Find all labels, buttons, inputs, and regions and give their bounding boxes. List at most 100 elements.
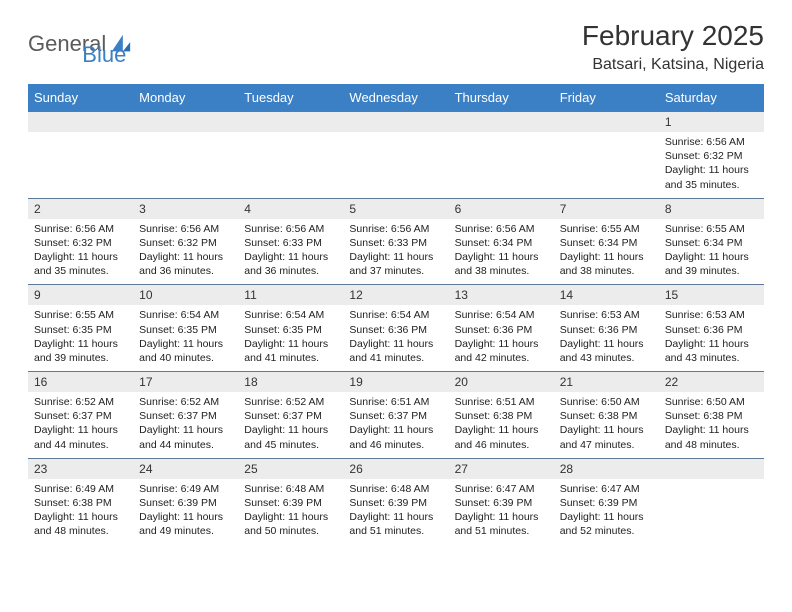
sunset-text: Sunset: 6:32 PM [34,236,127,250]
sunset-text: Sunset: 6:37 PM [139,409,232,423]
day-content: Sunrise: 6:50 AMSunset: 6:38 PMDaylight:… [554,392,659,458]
day-cell: 24Sunrise: 6:49 AMSunset: 6:39 PMDayligh… [133,458,238,544]
daylight-text: Daylight: 11 hours and 41 minutes. [349,337,442,365]
sunset-text: Sunset: 6:33 PM [244,236,337,250]
sunset-text: Sunset: 6:35 PM [244,323,337,337]
day-content [28,132,133,192]
sunrise-text: Sunrise: 6:54 AM [455,308,548,322]
date-number [238,112,343,132]
day-cell: 7Sunrise: 6:55 AMSunset: 6:34 PMDaylight… [554,198,659,285]
date-number: 5 [343,199,448,219]
day-content [659,479,764,539]
daylight-text: Daylight: 11 hours and 47 minutes. [560,423,653,451]
day-content: Sunrise: 6:49 AMSunset: 6:38 PMDaylight:… [28,479,133,545]
sunset-text: Sunset: 6:33 PM [349,236,442,250]
day-content: Sunrise: 6:56 AMSunset: 6:32 PMDaylight:… [28,219,133,285]
sunrise-text: Sunrise: 6:53 AM [560,308,653,322]
day-cell: 8Sunrise: 6:55 AMSunset: 6:34 PMDaylight… [659,198,764,285]
date-number: 2 [28,199,133,219]
daylight-text: Daylight: 11 hours and 35 minutes. [34,250,127,278]
sunrise-text: Sunrise: 6:56 AM [34,222,127,236]
sunrise-text: Sunrise: 6:55 AM [34,308,127,322]
day-cell: 23Sunrise: 6:49 AMSunset: 6:38 PMDayligh… [28,458,133,544]
daylight-text: Daylight: 11 hours and 50 minutes. [244,510,337,538]
daylight-text: Daylight: 11 hours and 51 minutes. [455,510,548,538]
logo-text-blue: Blue [82,42,126,68]
sunrise-text: Sunrise: 6:50 AM [560,395,653,409]
day-cell: 20Sunrise: 6:51 AMSunset: 6:38 PMDayligh… [449,372,554,459]
date-number [343,112,448,132]
date-number: 10 [133,285,238,305]
date-number: 22 [659,372,764,392]
sunset-text: Sunset: 6:35 PM [139,323,232,337]
day-cell: 12Sunrise: 6:54 AMSunset: 6:36 PMDayligh… [343,285,448,372]
day-cell: 18Sunrise: 6:52 AMSunset: 6:37 PMDayligh… [238,372,343,459]
date-number [659,459,764,479]
date-number: 26 [343,459,448,479]
sunset-text: Sunset: 6:32 PM [665,149,758,163]
sunrise-text: Sunrise: 6:50 AM [665,395,758,409]
sunrise-text: Sunrise: 6:56 AM [665,135,758,149]
header-bar: General Blue February 2025 Batsari, Kats… [28,20,764,74]
day-content: Sunrise: 6:48 AMSunset: 6:39 PMDaylight:… [238,479,343,545]
sunrise-text: Sunrise: 6:52 AM [34,395,127,409]
sunrise-text: Sunrise: 6:56 AM [244,222,337,236]
sunrise-text: Sunrise: 6:49 AM [34,482,127,496]
day-header-row: Sunday Monday Tuesday Wednesday Thursday… [28,84,764,112]
date-number: 24 [133,459,238,479]
sunset-text: Sunset: 6:38 PM [560,409,653,423]
week-date-row: 16Sunrise: 6:52 AMSunset: 6:37 PMDayligh… [28,372,764,459]
day-cell [449,112,554,199]
date-number: 28 [554,459,659,479]
day-content: Sunrise: 6:52 AMSunset: 6:37 PMDaylight:… [133,392,238,458]
logo: General Blue [28,20,126,68]
day-content: Sunrise: 6:52 AMSunset: 6:37 PMDaylight:… [238,392,343,458]
sunrise-text: Sunrise: 6:48 AM [244,482,337,496]
week-date-row: 2Sunrise: 6:56 AMSunset: 6:32 PMDaylight… [28,198,764,285]
date-number [449,112,554,132]
date-number: 15 [659,285,764,305]
sunrise-text: Sunrise: 6:53 AM [665,308,758,322]
daylight-text: Daylight: 11 hours and 36 minutes. [244,250,337,278]
day-content [343,132,448,192]
day-content: Sunrise: 6:47 AMSunset: 6:39 PMDaylight:… [554,479,659,545]
date-number: 23 [28,459,133,479]
date-number: 17 [133,372,238,392]
sunset-text: Sunset: 6:36 PM [349,323,442,337]
day-content [133,132,238,192]
sunset-text: Sunset: 6:38 PM [455,409,548,423]
sunset-text: Sunset: 6:39 PM [244,496,337,510]
day-content: Sunrise: 6:51 AMSunset: 6:37 PMDaylight:… [343,392,448,458]
sunset-text: Sunset: 6:34 PM [665,236,758,250]
day-header: Wednesday [343,84,448,112]
day-content [554,132,659,192]
sunset-text: Sunset: 6:36 PM [455,323,548,337]
day-cell: 25Sunrise: 6:48 AMSunset: 6:39 PMDayligh… [238,458,343,544]
day-cell [659,458,764,544]
date-number [133,112,238,132]
day-cell: 15Sunrise: 6:53 AMSunset: 6:36 PMDayligh… [659,285,764,372]
day-content: Sunrise: 6:56 AMSunset: 6:33 PMDaylight:… [343,219,448,285]
sunset-text: Sunset: 6:39 PM [560,496,653,510]
sunrise-text: Sunrise: 6:47 AM [560,482,653,496]
daylight-text: Daylight: 11 hours and 38 minutes. [455,250,548,278]
sunrise-text: Sunrise: 6:49 AM [139,482,232,496]
day-content: Sunrise: 6:55 AMSunset: 6:34 PMDaylight:… [554,219,659,285]
date-number: 21 [554,372,659,392]
daylight-text: Daylight: 11 hours and 37 minutes. [349,250,442,278]
day-cell: 4Sunrise: 6:56 AMSunset: 6:33 PMDaylight… [238,198,343,285]
daylight-text: Daylight: 11 hours and 46 minutes. [349,423,442,451]
day-content: Sunrise: 6:48 AMSunset: 6:39 PMDaylight:… [343,479,448,545]
day-content: Sunrise: 6:56 AMSunset: 6:32 PMDaylight:… [133,219,238,285]
day-header: Monday [133,84,238,112]
date-number: 1 [659,112,764,132]
date-number: 25 [238,459,343,479]
date-number: 16 [28,372,133,392]
day-cell: 9Sunrise: 6:55 AMSunset: 6:35 PMDaylight… [28,285,133,372]
daylight-text: Daylight: 11 hours and 49 minutes. [139,510,232,538]
day-content: Sunrise: 6:50 AMSunset: 6:38 PMDaylight:… [659,392,764,458]
sunset-text: Sunset: 6:34 PM [560,236,653,250]
date-number: 20 [449,372,554,392]
day-content: Sunrise: 6:56 AMSunset: 6:33 PMDaylight:… [238,219,343,285]
daylight-text: Daylight: 11 hours and 46 minutes. [455,423,548,451]
